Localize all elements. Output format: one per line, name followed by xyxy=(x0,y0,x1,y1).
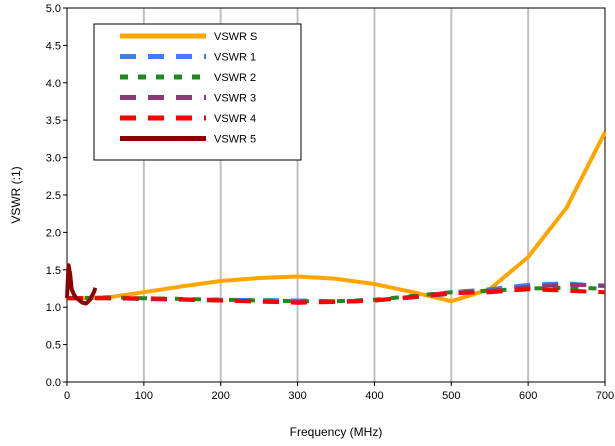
x-tick-label: 100 xyxy=(135,390,153,402)
y-tick-label: 2.0 xyxy=(46,227,61,239)
series-line-1 xyxy=(67,131,607,304)
legend-label: VSWR 1 xyxy=(214,52,256,64)
legend-label: VSWR 4 xyxy=(214,113,256,125)
y-tick-label: 5.0 xyxy=(46,3,61,15)
x-tick-label: 300 xyxy=(288,390,306,402)
x-axis-title: Frequency (MHz) xyxy=(290,425,383,439)
series-line-2 xyxy=(66,281,606,304)
y-tick-label: 1.0 xyxy=(46,302,61,314)
legend-label: VSWR 3 xyxy=(214,93,256,105)
y-axis-title: VSWR (:1) xyxy=(9,166,23,223)
x-tick-label: 200 xyxy=(212,390,230,402)
series-line-4 xyxy=(67,282,606,304)
legend-label: VSWR 2 xyxy=(214,72,256,84)
y-tick-label: 2.5 xyxy=(46,190,61,202)
series-line-5 xyxy=(67,287,606,305)
x-tick-label: 0 xyxy=(64,390,70,402)
y-tick-label: 3.5 xyxy=(46,115,61,127)
series-line-6 xyxy=(65,263,98,306)
x-tick-label: 500 xyxy=(442,390,460,402)
y-tick-label: 1.5 xyxy=(46,265,61,277)
series-lines xyxy=(65,131,607,306)
legend-label: VSWR S xyxy=(214,31,257,43)
series-line-3 xyxy=(66,285,606,304)
axis-ticks: 0.0 0.5 1.0 1.5 2.0 2.5 3.0 3.5 4.0 4.5 5.0 0 100 200… xyxy=(46,3,614,402)
legend: VSWR S VSWR 1 VSWR 2 VSWR 3 VSWR 4 VSWR 5 xyxy=(93,23,302,161)
x-tick-label: 400 xyxy=(365,390,383,402)
y-tick-label: 3.0 xyxy=(46,153,61,165)
x-tick-label: 700 xyxy=(596,390,614,402)
y-tick-label: 4.5 xyxy=(46,40,61,52)
y-tick-label: 0.5 xyxy=(46,340,61,352)
legend-label: VSWR 5 xyxy=(214,134,256,146)
y-tick-label: 4.0 xyxy=(46,78,61,90)
x-tick-label: 600 xyxy=(519,390,537,402)
y-tick-label: 0.0 xyxy=(46,377,61,389)
